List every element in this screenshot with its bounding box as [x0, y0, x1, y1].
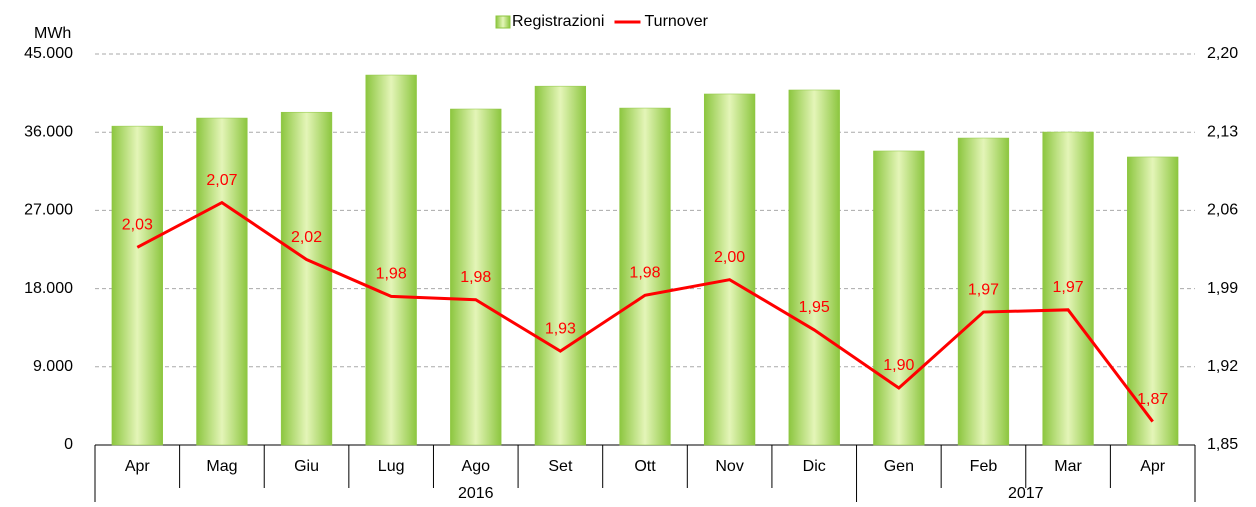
y-tick-label: 45.000: [24, 45, 73, 62]
legend-label: Turnover: [644, 13, 708, 30]
y2-tick-label: 1,85: [1207, 436, 1238, 453]
bar: [703, 93, 756, 446]
bar: [365, 74, 417, 446]
y2-tick-label: 1,99: [1207, 280, 1238, 297]
data-label: 1,98: [376, 266, 407, 283]
y2-tick-label: 2,20: [1207, 45, 1238, 62]
x-tick-label: Mag: [206, 458, 237, 475]
line: [136, 200, 1154, 423]
x-tick-label: Feb: [970, 458, 998, 475]
data-label: 1,90: [883, 357, 914, 374]
data-label: 1,93: [545, 320, 576, 337]
y2-tick-label: 2,13: [1207, 123, 1238, 140]
y-tick-label: 18.000: [24, 280, 73, 297]
bar: [280, 111, 333, 446]
x-tick-label: Apr: [1140, 458, 1166, 475]
data-label: 1,87: [1137, 391, 1168, 408]
data-label: 1,98: [629, 265, 660, 282]
data-label: 1,98: [460, 269, 491, 286]
bar: [450, 108, 502, 446]
data-label: 1,95: [799, 299, 830, 316]
x-group-label: 2016: [458, 485, 494, 502]
x-tick-label: Set: [548, 458, 573, 475]
x-tick-label: Gen: [884, 458, 914, 475]
y-tick-label: 0: [64, 436, 73, 453]
x-group-label: 2017: [1008, 485, 1044, 502]
bar: [619, 107, 671, 446]
y-tick-label: 36.000: [24, 123, 73, 140]
data-label: 1,97: [968, 281, 999, 298]
legend-swatch: [495, 15, 511, 29]
bar: [957, 137, 1010, 446]
x-tick-label: Ago: [462, 458, 491, 475]
data-label: 2,02: [291, 229, 322, 246]
bar: [788, 89, 840, 446]
y2-tick-label: 1,92: [1207, 358, 1238, 375]
data-label: 2,07: [206, 172, 237, 189]
bar: [873, 150, 925, 446]
data-label: 1,97: [1053, 279, 1084, 296]
x-tick-label: Apr: [125, 458, 151, 475]
bar: [1042, 131, 1094, 446]
x-tick-label: Ott: [634, 458, 656, 475]
data-label: 2,00: [714, 249, 745, 266]
x-tick-label: Lug: [378, 458, 405, 475]
y-tick-label: 9.000: [33, 358, 73, 375]
x-tick-label: Giu: [294, 458, 319, 475]
x-tick-label: Mar: [1054, 458, 1082, 475]
x-tick-label: Dic: [803, 458, 826, 475]
bar: [196, 117, 248, 446]
legend-label: Registrazioni: [512, 13, 604, 30]
data-label: 2,03: [122, 216, 153, 233]
bar: [534, 85, 587, 446]
bar: [111, 125, 163, 446]
y-axis-title: MWh: [34, 25, 71, 42]
x-tick-label: Nov: [715, 458, 743, 475]
y-tick-label: 27.000: [24, 202, 73, 219]
y2-tick-label: 2,06: [1207, 202, 1238, 219]
